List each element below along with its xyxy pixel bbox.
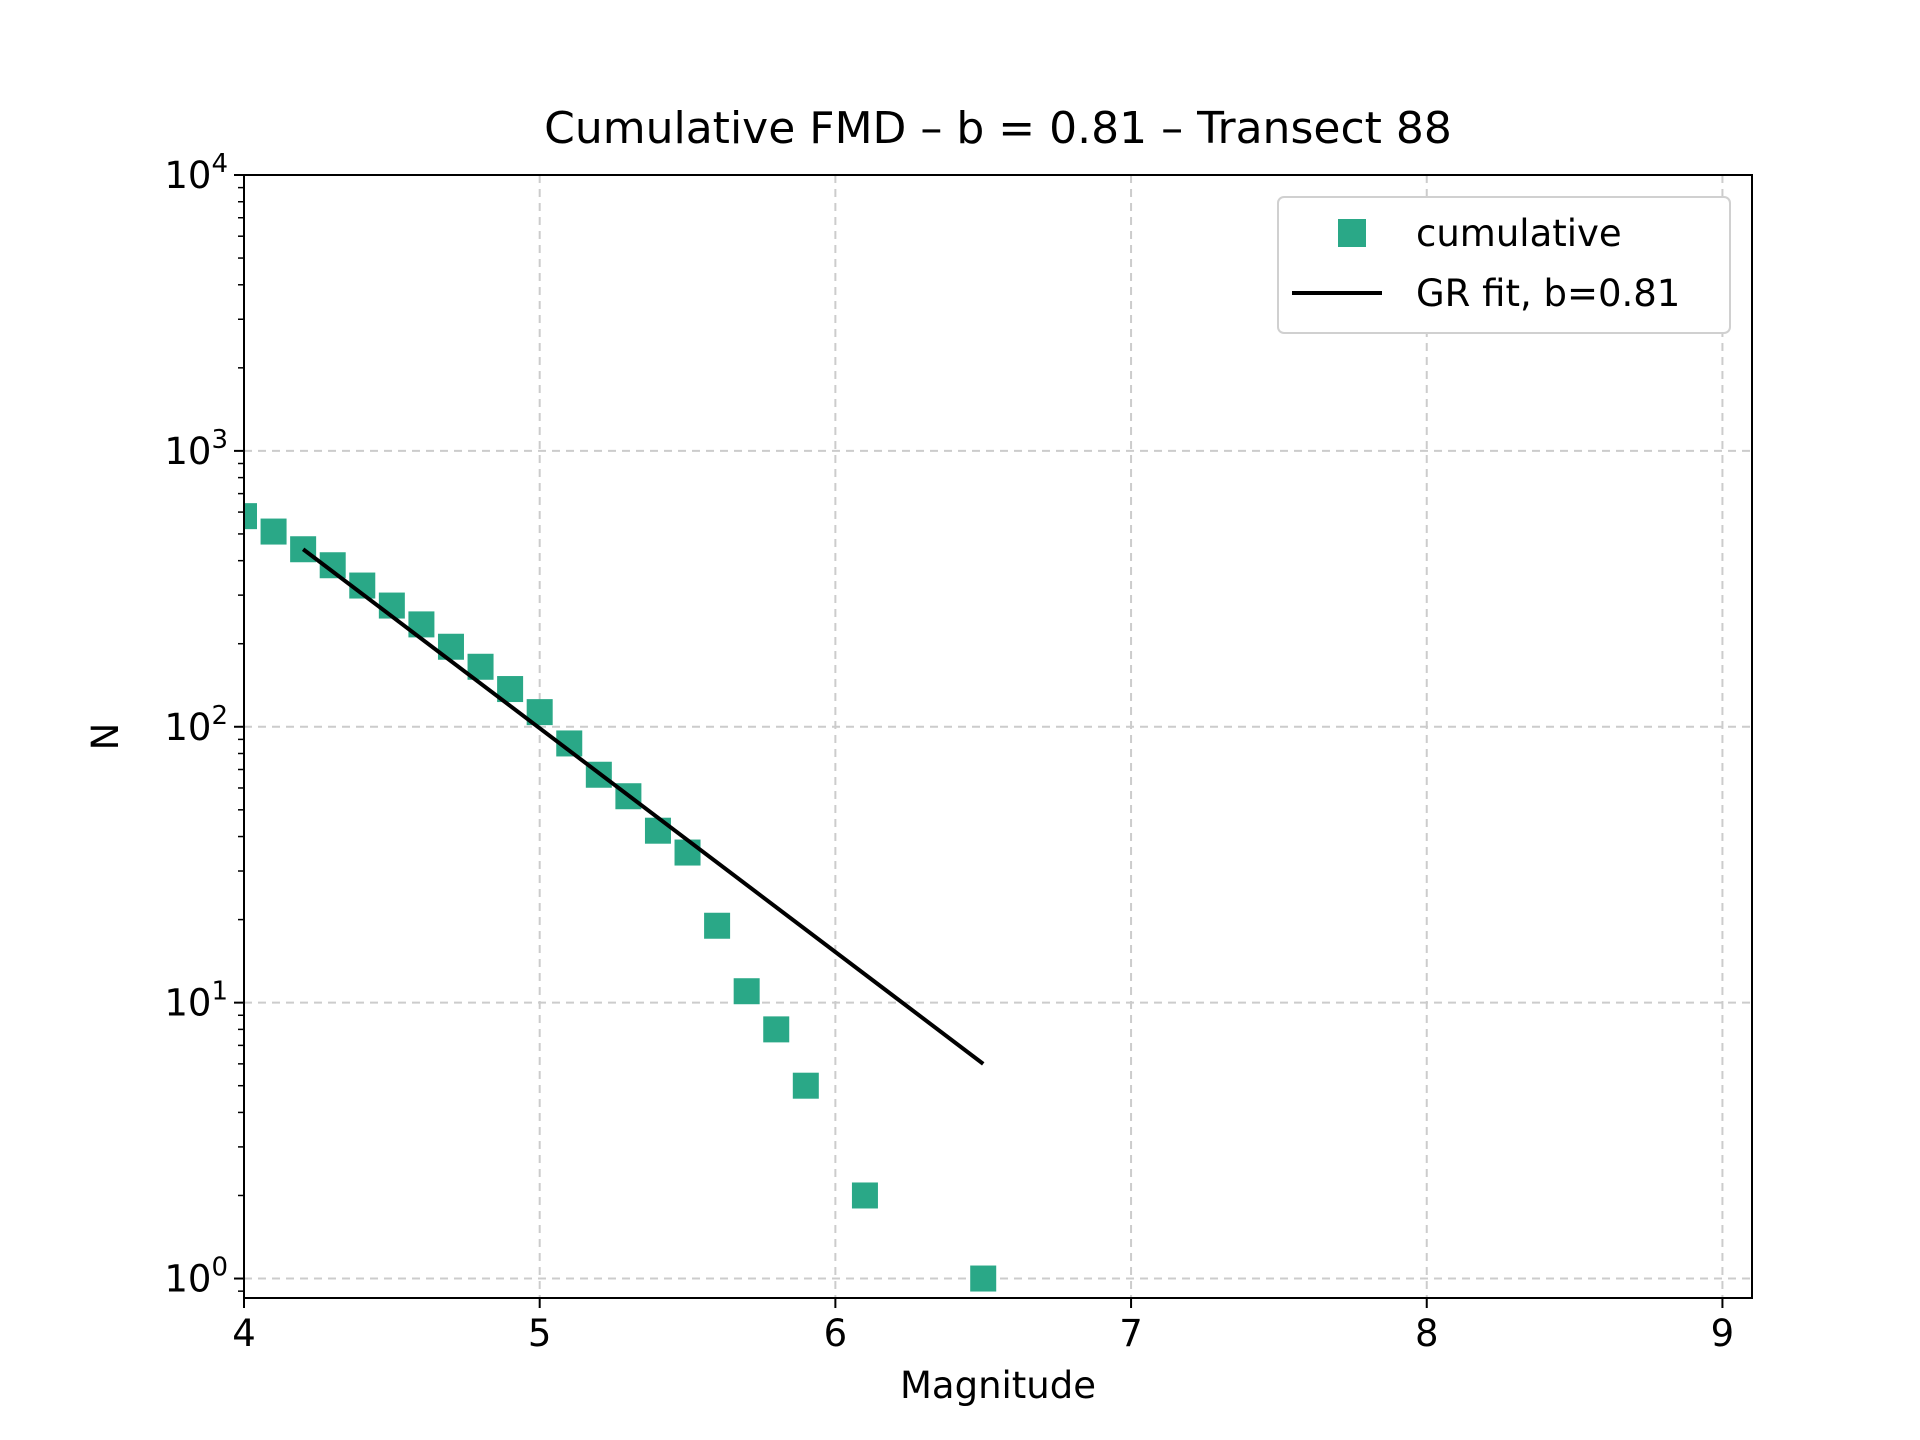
scatter-point xyxy=(674,839,701,866)
scatter-point xyxy=(733,978,760,1005)
scatter-point xyxy=(704,912,731,939)
legend-box xyxy=(1277,196,1731,334)
axis-ticks: 4 5 6 7 8 9 100 101 102 103 104 xyxy=(164,149,1734,1355)
scatter-point xyxy=(260,518,287,545)
y-tick-label: 101 xyxy=(164,977,228,1025)
x-axis-label: Magnitude xyxy=(900,1364,1096,1407)
scatter-point xyxy=(244,503,257,530)
scatter-point xyxy=(644,817,671,844)
y-tick-label: 100 xyxy=(164,1253,228,1301)
scatter-point xyxy=(763,1016,790,1043)
x-tick-label: 5 xyxy=(528,1312,552,1355)
x-tick-label: 7 xyxy=(1119,1312,1143,1355)
legend-entry-label: GR fit, b=0.81 xyxy=(1416,272,1680,315)
legend-marker-square xyxy=(1338,219,1366,247)
y-tick-label: 103 xyxy=(164,425,228,473)
x-tick-label: 6 xyxy=(824,1312,848,1355)
chart-title: Cumulative FMD – b = 0.81 – Transect 88 xyxy=(544,103,1452,154)
scatter-point xyxy=(792,1072,819,1099)
scatter-point xyxy=(851,1182,878,1209)
y-tick-label: 102 xyxy=(164,701,228,749)
axes-frame xyxy=(243,174,1753,1299)
legend-entry-label: cumulative xyxy=(1416,212,1622,255)
plot-area xyxy=(244,503,997,1292)
y-tick-label: 104 xyxy=(164,149,228,197)
x-tick-label: 4 xyxy=(232,1312,256,1355)
plot-clip-group xyxy=(244,503,997,1292)
legend: cumulative GR fit, b=0.81 xyxy=(1277,196,1731,334)
x-tick-label: 9 xyxy=(1711,1312,1735,1355)
x-tick-label: 8 xyxy=(1415,1312,1439,1355)
fit-line xyxy=(301,547,985,1066)
y-axis-label: N xyxy=(84,723,127,751)
scatter-point xyxy=(970,1265,997,1292)
